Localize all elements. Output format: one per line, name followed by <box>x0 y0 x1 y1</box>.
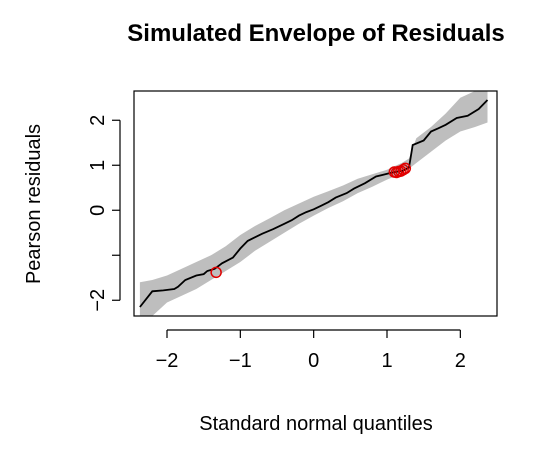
x-tick-label: −1 <box>229 350 252 372</box>
plot-clip-area <box>139 91 489 316</box>
y-tick-label: 1 <box>87 160 109 171</box>
plot-frame <box>133 90 498 317</box>
x-tick-label: 0 <box>308 350 319 372</box>
residual-line <box>139 99 489 308</box>
x-tick-label: −2 <box>156 350 179 372</box>
x-axis-label: Standard normal quantiles <box>199 413 432 435</box>
x-tick-label: 2 <box>455 350 466 372</box>
outlier-point <box>399 162 412 175</box>
outlier-points <box>210 162 412 279</box>
simulated-envelope <box>139 91 488 316</box>
x-tick-label: 1 <box>381 350 392 372</box>
x-axis: −2 −1 0 1 2 <box>156 329 466 372</box>
y-axis-label: Pearson residuals <box>23 124 45 284</box>
y-axis: −2 0 1 2 <box>87 115 121 312</box>
outlier-point <box>210 266 222 279</box>
chart-title: Simulated Envelope of Residuals <box>127 20 504 47</box>
y-tick-label: 0 <box>87 205 109 216</box>
y-tick-label: −2 <box>87 289 109 312</box>
y-tick-label: 2 <box>87 115 109 126</box>
